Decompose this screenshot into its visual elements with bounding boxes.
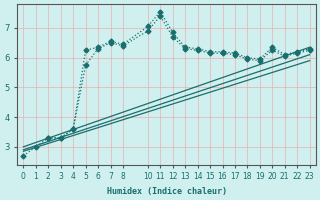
- X-axis label: Humidex (Indice chaleur): Humidex (Indice chaleur): [107, 187, 227, 196]
